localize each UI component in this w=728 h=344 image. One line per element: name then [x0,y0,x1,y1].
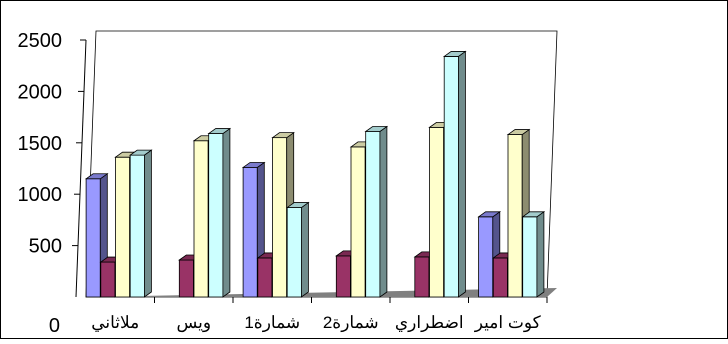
bar-side [536,211,545,298]
y-axis-line [75,39,87,298]
bar-top [521,211,546,218]
bar-side [222,127,231,298]
bar-series [84,50,548,303]
bar-front [272,137,288,298]
bar-top [271,132,295,139]
bar-side [379,125,388,298]
y-tick-label: 500 [29,236,62,258]
bar-front [100,261,116,298]
bar [285,201,310,298]
x-category-label: ويس [176,313,211,333]
bar [442,50,467,298]
bar-top [241,162,266,168]
bar-front [414,256,430,298]
bar-front [242,167,258,298]
bar [128,149,153,298]
x-category-label: اضطراري [395,313,464,333]
y-tick-label: 1000 [18,184,63,206]
x-category-label: شمارة2 [323,313,379,333]
bar-front [507,134,523,298]
bar-top [207,128,232,134]
bar-front [85,178,101,298]
bar-front [443,56,459,298]
bar-front [178,259,194,298]
bar-front [478,216,494,298]
bar-front [350,146,366,298]
bar-front [335,255,351,298]
bar [521,211,546,298]
x-category-label: كوت امير [474,313,542,333]
y-tick-label: 2500 [18,30,63,52]
bar-front [286,207,302,298]
bar [207,127,232,298]
bar-front [429,126,445,298]
bar-side [143,149,152,298]
bar-front [129,154,145,298]
y-tick-label: 2000 [18,81,63,103]
x-category-label: ملاثاني [91,313,139,332]
bar-top [364,126,389,132]
bar-top [285,202,310,208]
y-tick-label: 0 [49,315,60,337]
bar-front [115,156,131,298]
bar-top [128,149,153,156]
x-axis-labels: ملاثاني ويس شمارة1 شمارة2 اضطراري كوت امير [91,313,541,333]
bar-top [84,173,109,180]
bar-front [193,140,209,298]
y-axis-ticks: 0 500 1000 1500 2000 2500 [18,30,86,337]
bar-top [477,211,502,218]
bar-front [522,216,538,298]
bar [364,125,389,298]
bar-front [492,257,508,298]
bar-top [506,129,531,135]
bar-side [457,50,466,298]
y-tick-label: 1500 [18,133,63,155]
bar-front [208,133,224,298]
x-category-label: شمارة1 [244,313,300,333]
bar-front [365,131,381,298]
bar-front [257,257,273,298]
bar-side [300,201,309,298]
bar-top [442,51,467,57]
